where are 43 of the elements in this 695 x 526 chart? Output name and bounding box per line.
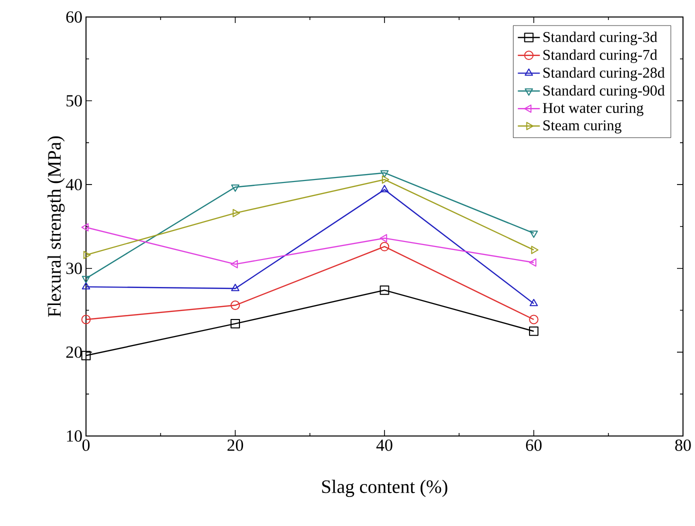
x-tick-label: 60 bbox=[526, 440, 542, 451]
y-tick-label: 30 bbox=[66, 262, 82, 274]
x-axis-title: Slag content (%) bbox=[322, 480, 448, 497]
legend-label: Steam curing bbox=[543, 120, 622, 134]
point bbox=[83, 250, 91, 260]
point bbox=[380, 285, 390, 295]
point bbox=[231, 184, 240, 192]
point bbox=[380, 184, 389, 192]
point bbox=[380, 242, 390, 252]
legend-label: Standard curing-90d bbox=[543, 85, 665, 99]
point bbox=[81, 314, 91, 324]
point bbox=[81, 350, 91, 360]
y-tick-label: 20 bbox=[66, 346, 82, 358]
point bbox=[82, 282, 90, 290]
point bbox=[380, 234, 388, 242]
point bbox=[81, 223, 89, 232]
legend-label: Standard curing-28d bbox=[543, 67, 665, 81]
y-axis-title: Flexural strength (MPa) bbox=[48, 136, 65, 317]
point bbox=[529, 258, 536, 267]
point bbox=[230, 260, 238, 268]
point bbox=[82, 276, 90, 284]
point bbox=[531, 246, 538, 254]
x-tick-label: 40 bbox=[376, 440, 392, 451]
legend-label: Standard curing-3d bbox=[543, 32, 658, 46]
point bbox=[529, 314, 538, 324]
y-tick-label: 50 bbox=[66, 95, 82, 107]
point bbox=[230, 318, 240, 328]
y-tick-label: 10 bbox=[67, 430, 82, 442]
point bbox=[231, 284, 240, 292]
point bbox=[380, 170, 389, 178]
point bbox=[529, 326, 538, 336]
point bbox=[382, 175, 390, 184]
x-tick-label: 20 bbox=[228, 440, 244, 451]
y-tick-label: 40 bbox=[66, 178, 82, 190]
point bbox=[230, 300, 240, 310]
point bbox=[232, 208, 240, 218]
point bbox=[530, 298, 538, 306]
legend-label: Hot water curing bbox=[542, 102, 644, 116]
legend-label: Standard curing-7d bbox=[543, 49, 658, 63]
x-tick-label: 80 bbox=[675, 440, 691, 451]
x-tick-label: 0 bbox=[82, 440, 90, 451]
y-tick-label: 60 bbox=[66, 11, 82, 23]
point bbox=[530, 230, 538, 238]
